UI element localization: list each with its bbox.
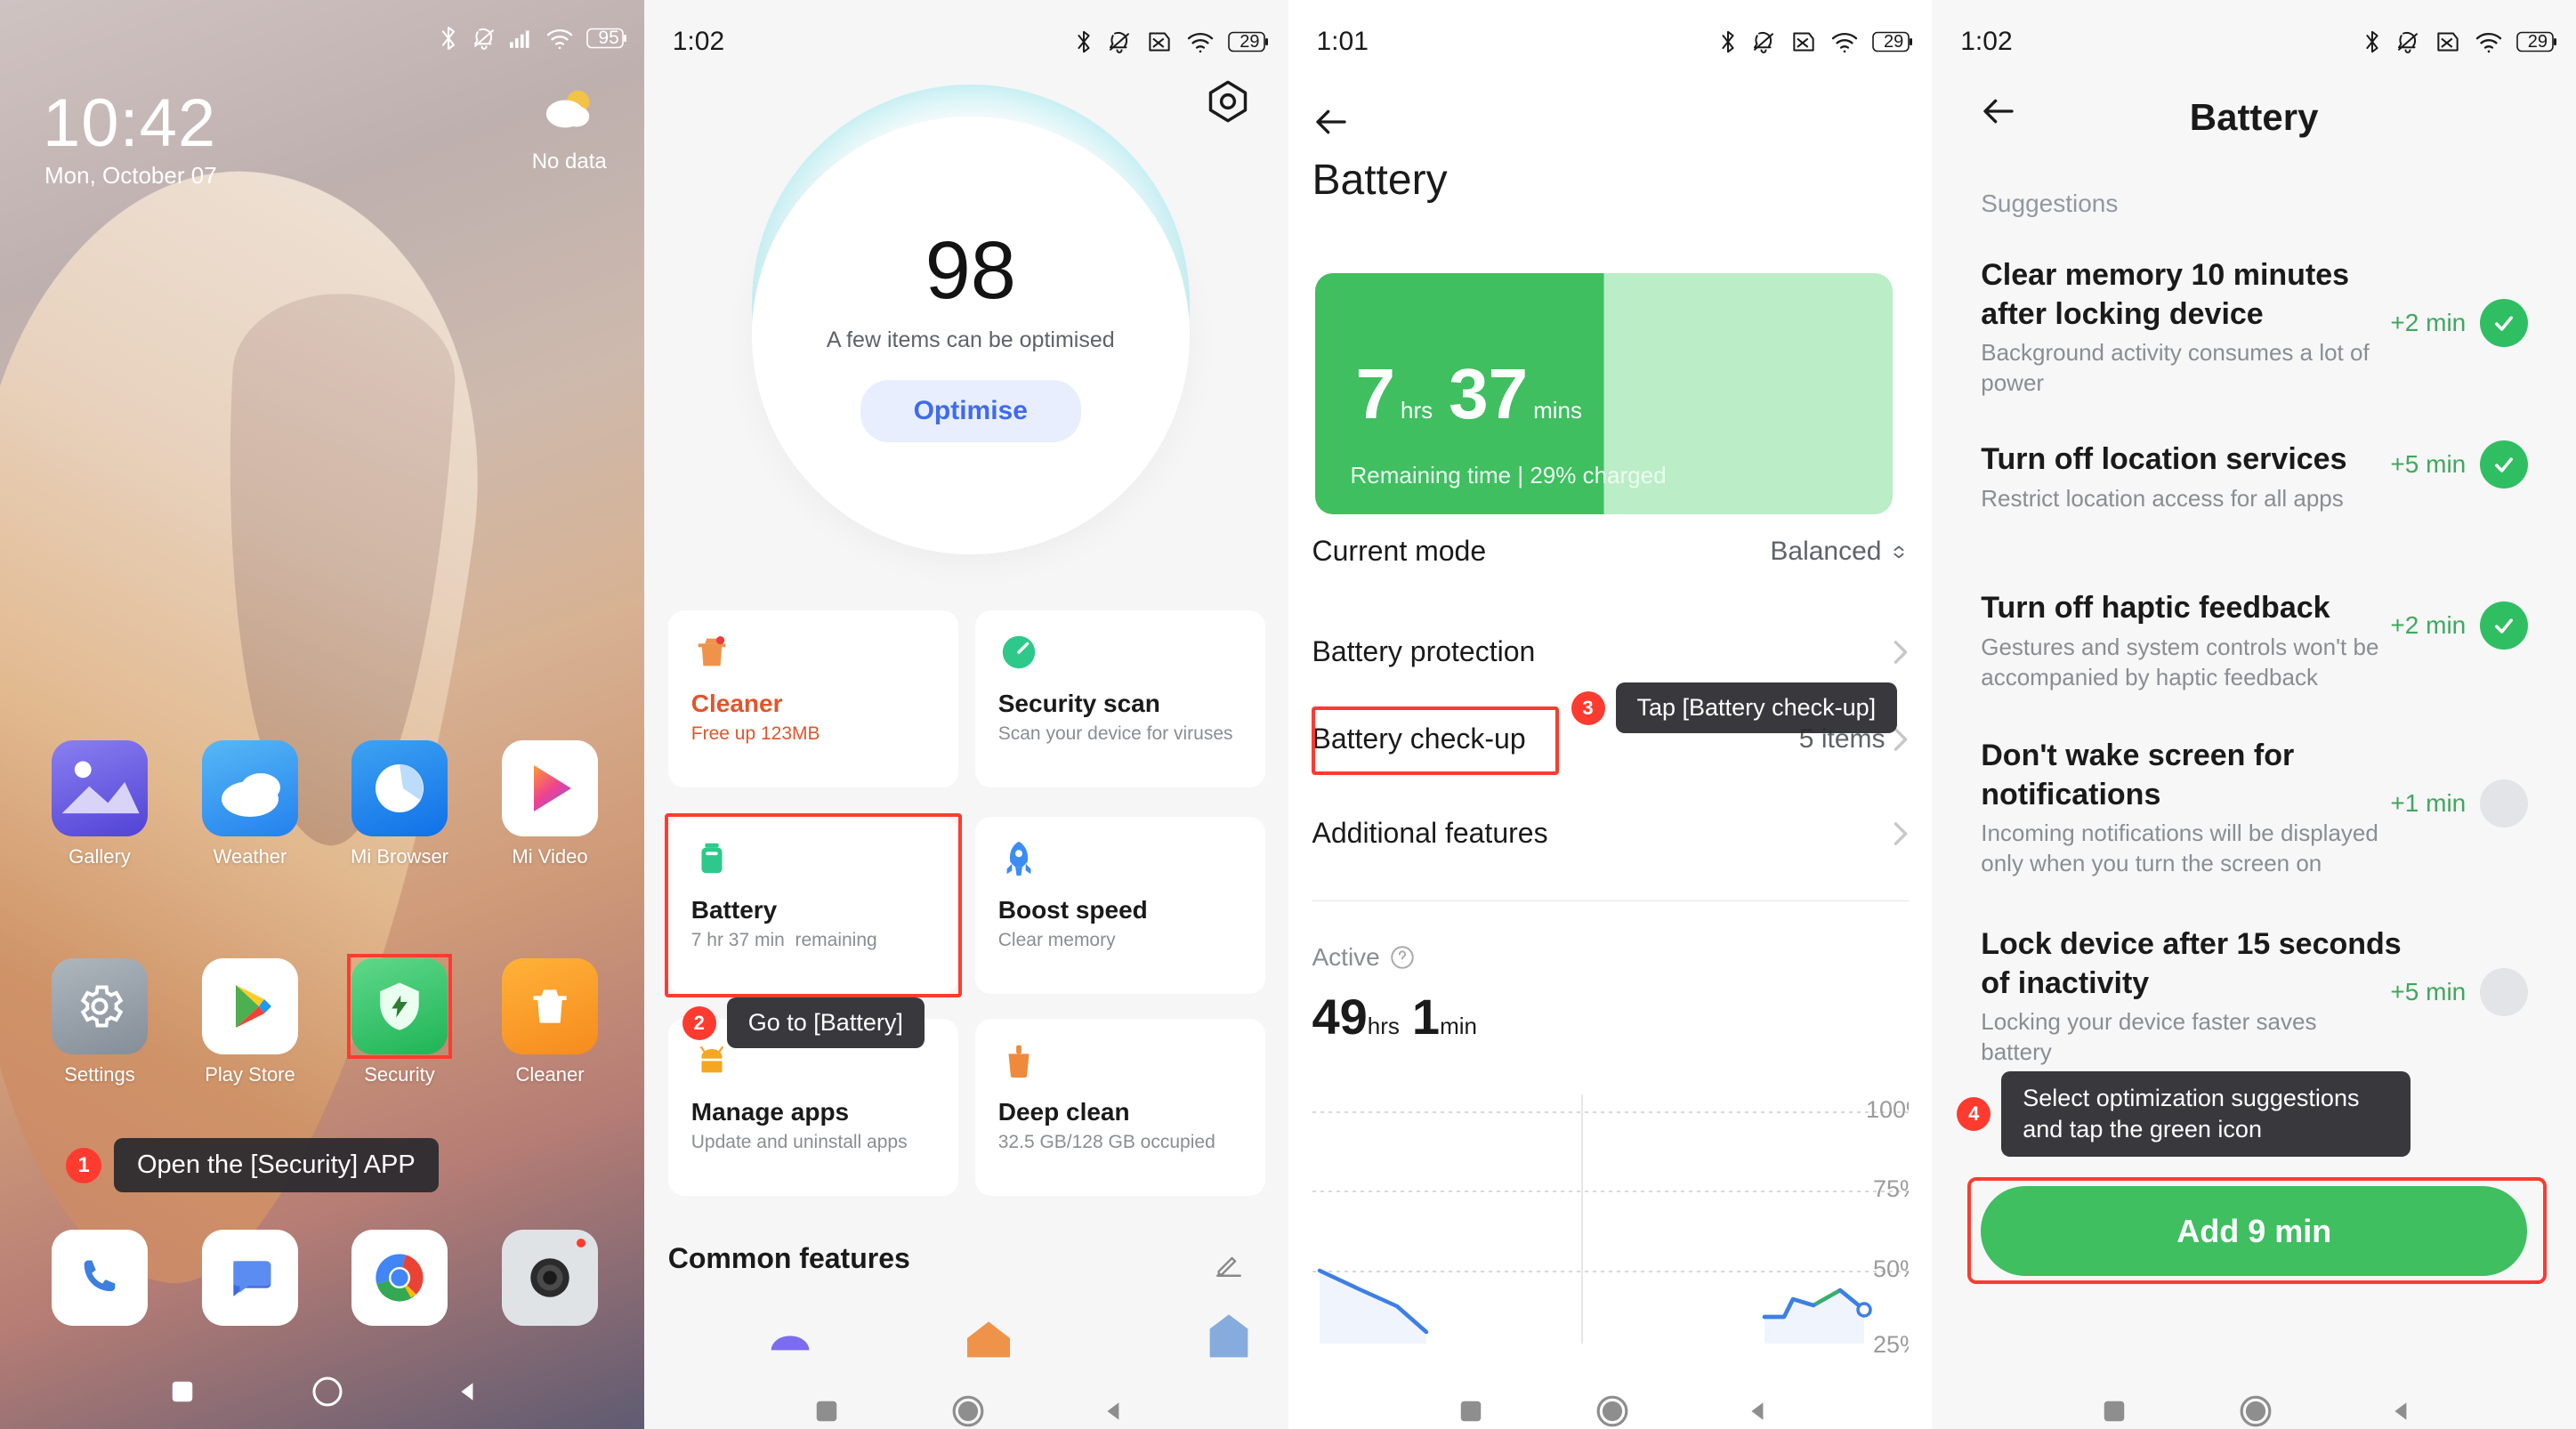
svg-text:75%: 75% [1873, 1175, 1909, 1202]
svg-text:50%: 50% [1873, 1255, 1909, 1282]
svg-text:100%: 100% [1866, 1096, 1909, 1123]
svg-text:25%: 25% [1873, 1331, 1909, 1358]
